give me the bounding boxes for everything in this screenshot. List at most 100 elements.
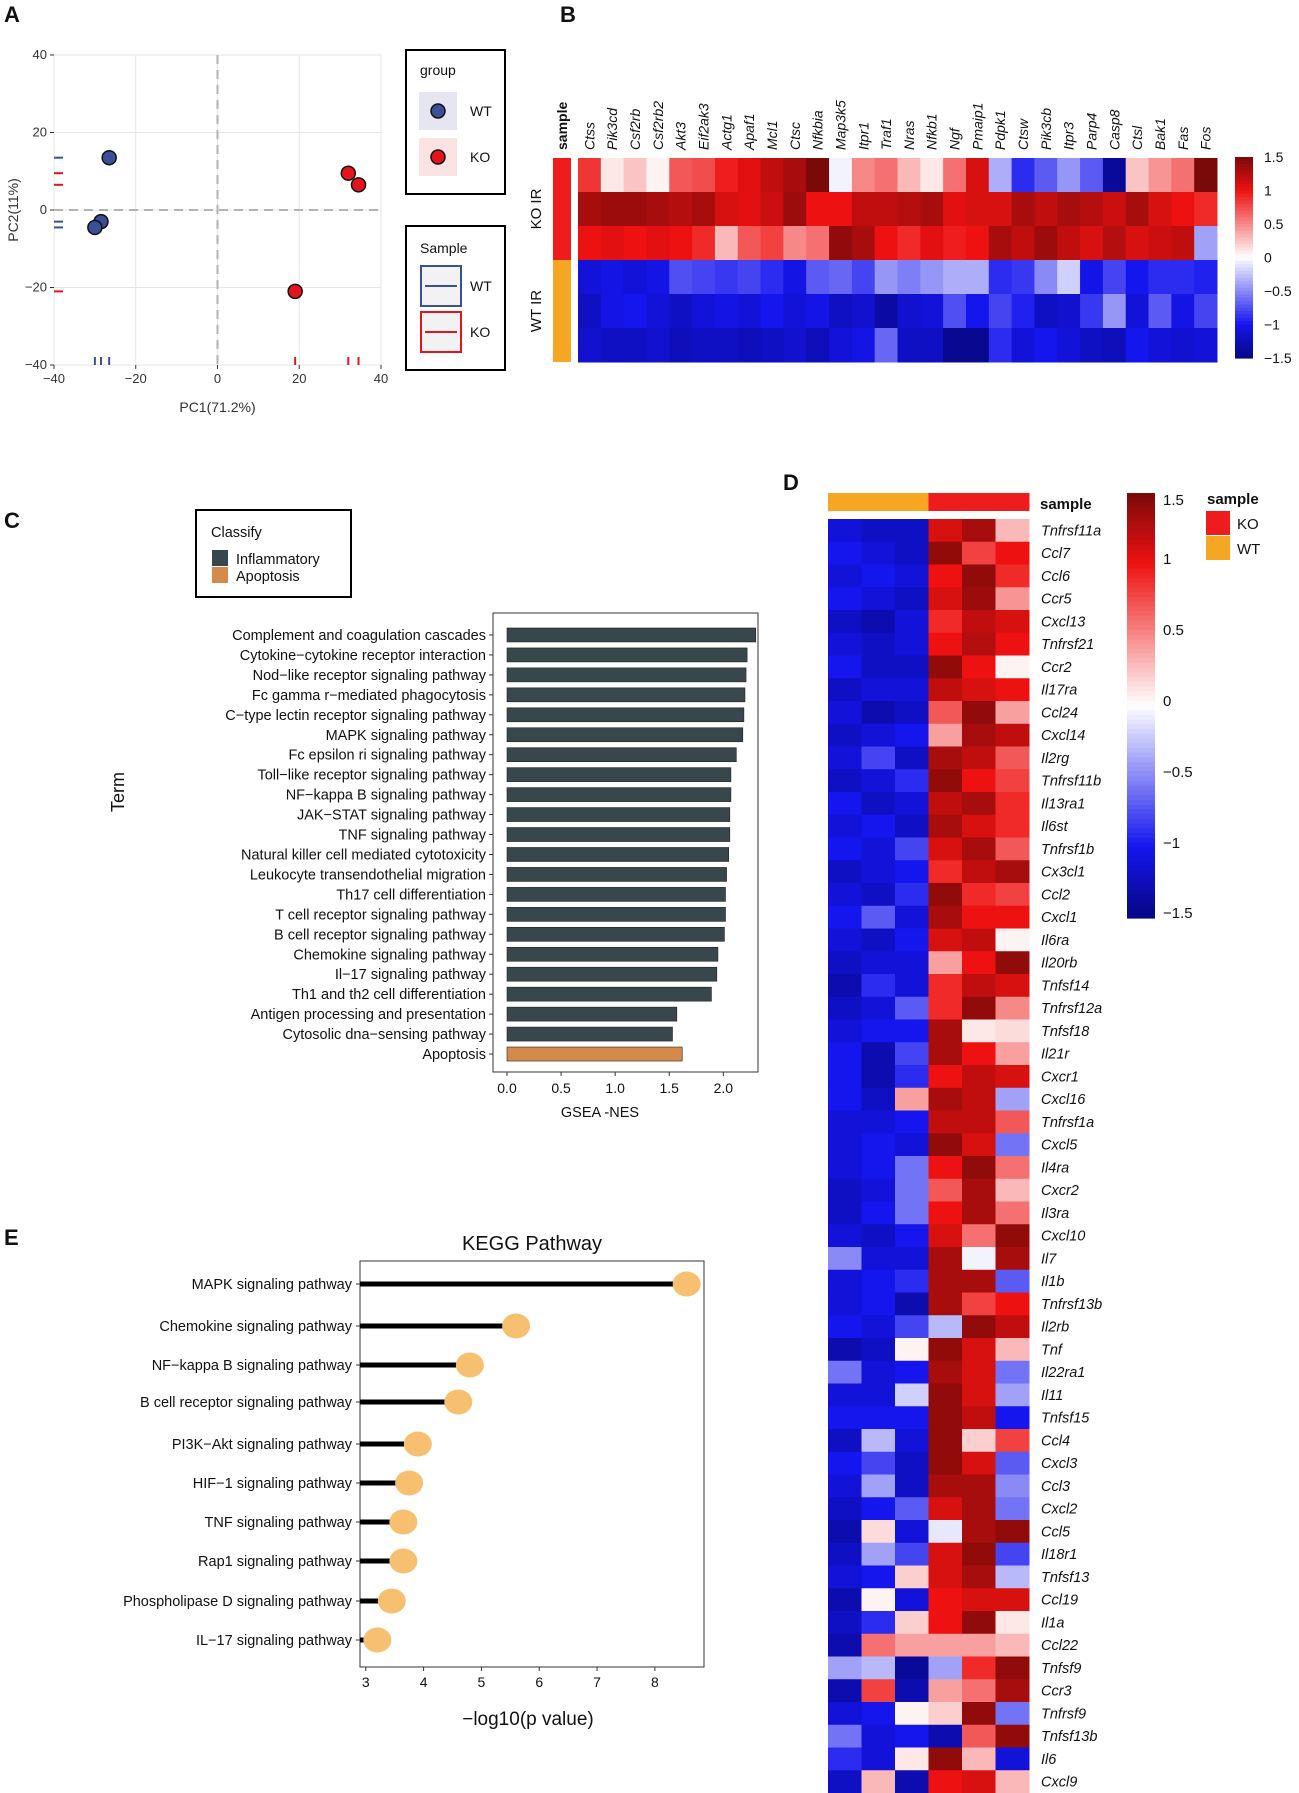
- bar: [506, 667, 747, 683]
- heat-cell: [828, 1406, 862, 1430]
- category-label: Chemokine signaling pathway: [293, 947, 486, 963]
- heat-cell: [895, 1565, 929, 1589]
- heat-cell: [897, 260, 921, 295]
- bar: [506, 966, 718, 982]
- x-axis-label: −log10(p value): [462, 1709, 594, 1730]
- heat-cell: [962, 769, 996, 793]
- category-label: Leukocyte transendothelial migration: [250, 867, 486, 883]
- heat-cell: [988, 158, 1013, 193]
- heat-cell: [669, 192, 693, 227]
- gene-label: Il6: [1041, 1752, 1057, 1768]
- heat-cell: [928, 655, 963, 679]
- heat-cell: [965, 192, 990, 227]
- category-label: B cell receptor signaling pathway: [274, 927, 487, 943]
- colorbar-segment: [1127, 842, 1155, 848]
- heat-cell: [874, 226, 898, 261]
- heat-cell: [995, 541, 1030, 565]
- heat-cell: [828, 1065, 862, 1089]
- heat-cell: [962, 541, 996, 565]
- y-axis-label: PC2(11%): [5, 178, 21, 242]
- heat-cell: [995, 905, 1030, 929]
- heat-cell: [995, 883, 1030, 907]
- colorbar-segment: [1127, 696, 1155, 702]
- annotation-bar-ko: [553, 158, 571, 260]
- heat-cell: [962, 587, 996, 611]
- heat-cell: [861, 1497, 896, 1521]
- category-label: TNF signaling pathway: [205, 1515, 353, 1531]
- heat-cell: [943, 158, 967, 193]
- colorbar-segment: [1235, 297, 1253, 302]
- colorbar-segment: [1127, 568, 1155, 574]
- heat-cell: [861, 655, 896, 679]
- gene-label: Map3k5: [832, 100, 848, 150]
- gene-label: Il1a: [1041, 1615, 1064, 1631]
- heat-cell: [895, 1110, 929, 1134]
- gene-label: Cxcl5: [1041, 1138, 1078, 1154]
- colorbar-segment: [1127, 875, 1155, 881]
- heat-cell: [995, 860, 1030, 884]
- heat-cell: [962, 564, 996, 588]
- heat-cell: [962, 1611, 996, 1635]
- heat-cell: [962, 1656, 996, 1680]
- heat-cell: [737, 192, 762, 227]
- colorbar-segment: [1235, 240, 1253, 245]
- heat-cell: [897, 158, 921, 193]
- heat-cell: [1125, 192, 1150, 227]
- heat-cell: [895, 678, 929, 702]
- heat-cell: [895, 951, 929, 975]
- heat-cell: [828, 655, 862, 679]
- colorbar-segment: [1235, 163, 1253, 168]
- heat-cell: [1011, 294, 1035, 329]
- colorbar-segment: [1235, 277, 1253, 282]
- heat-cell: [962, 1156, 996, 1180]
- heat-cell: [646, 158, 670, 193]
- colorbar-segment: [1127, 724, 1155, 730]
- heat-cell: [669, 294, 693, 329]
- heat-cell: [962, 1110, 996, 1134]
- heat-cell: [962, 1019, 996, 1043]
- heat-cell: [895, 996, 929, 1020]
- heat-cell: [828, 996, 862, 1020]
- heat-cell: [861, 1292, 896, 1316]
- heat-cell: [928, 792, 963, 816]
- gene-label: Akt3: [673, 122, 689, 151]
- heat-cell: [995, 1611, 1030, 1635]
- heat-cell: [962, 951, 996, 975]
- heat-cell: [995, 974, 1030, 998]
- legend-title: Sample: [420, 240, 468, 256]
- heat-cell: [928, 610, 963, 634]
- heat-cell: [646, 294, 670, 329]
- colorbar-segment: [1127, 861, 1155, 867]
- heat-cell: [995, 1019, 1030, 1043]
- gene-label: Nfkbia: [810, 110, 826, 150]
- heat-cell: [861, 519, 896, 543]
- colorbar-segment: [1235, 170, 1253, 175]
- colorbar-segment: [1235, 307, 1253, 312]
- heat-cell: [962, 860, 996, 884]
- colorbar-segment: [1127, 530, 1155, 537]
- heat-cell: [861, 1201, 896, 1225]
- heat-cell: [928, 1087, 963, 1111]
- colorbar-tick-label: 0.5: [1163, 622, 1184, 639]
- colorbar-segment: [1235, 291, 1253, 295]
- heat-cell: [928, 769, 963, 793]
- heat-cell: [928, 1315, 963, 1339]
- heat-cell: [783, 260, 807, 295]
- heat-cell: [1194, 158, 1218, 193]
- colorbar-segment: [1127, 563, 1155, 570]
- gene-label: Csf2rb2: [650, 101, 666, 150]
- colorbar-segment: [1235, 331, 1253, 336]
- heat-cell: [995, 1338, 1030, 1362]
- heat-cell: [897, 328, 921, 363]
- heat-cell: [920, 328, 944, 363]
- heat-cell: [962, 1633, 996, 1657]
- colorbar-segment: [1235, 230, 1253, 235]
- bar: [506, 887, 726, 902]
- panel-label-B: B: [560, 2, 576, 27]
- heat-cell: [861, 701, 896, 725]
- heat-cell: [828, 792, 862, 816]
- gene-label: Cxcl2: [1041, 1502, 1077, 1518]
- heat-cell: [962, 610, 996, 634]
- heat-cell: [861, 1269, 896, 1293]
- heat-cell: [1171, 294, 1195, 329]
